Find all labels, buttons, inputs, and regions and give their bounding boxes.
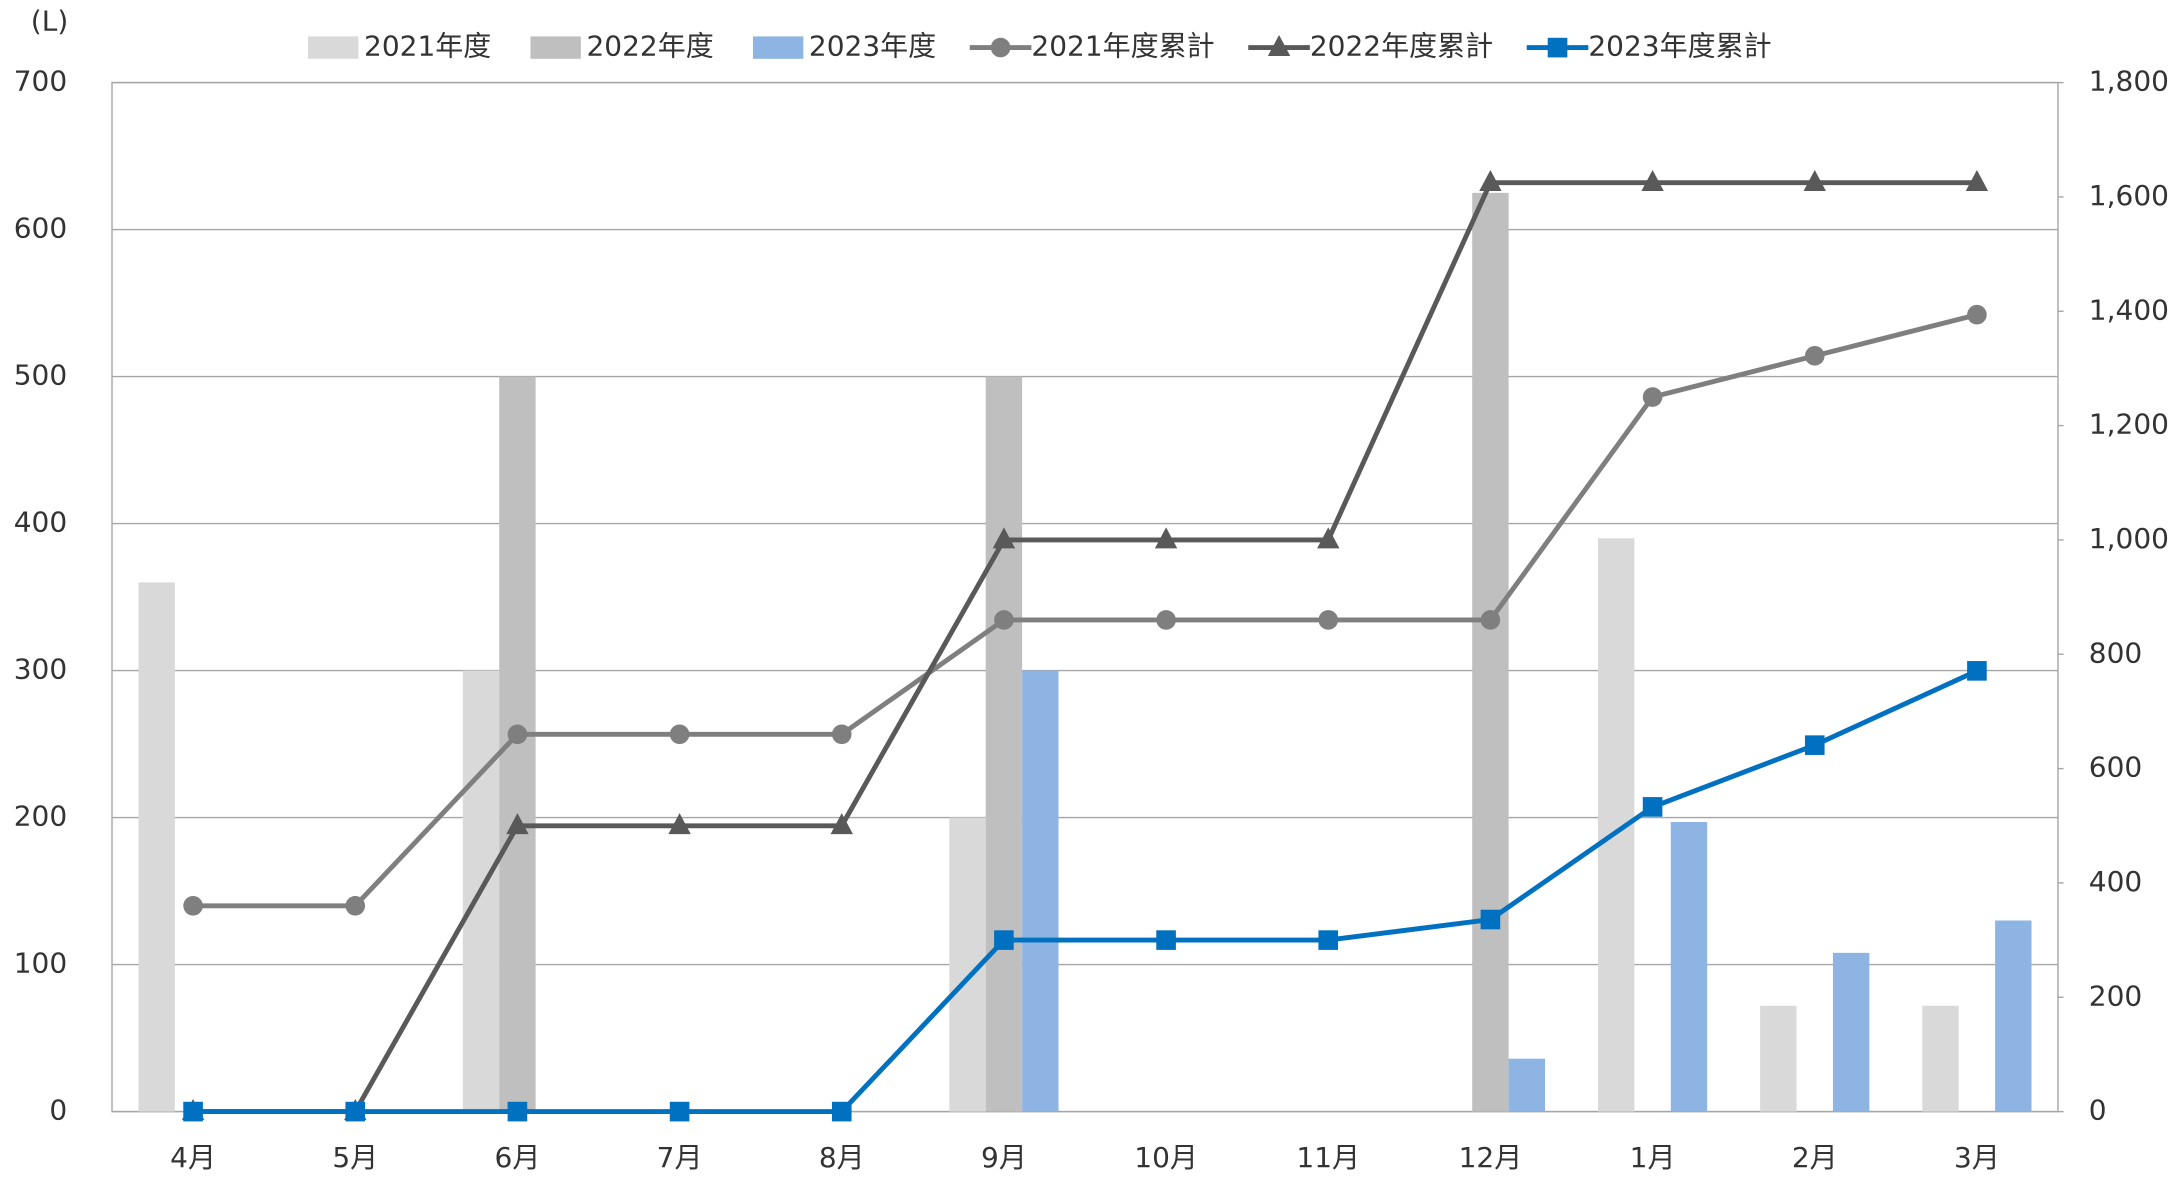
- y-tick-label: 300: [14, 653, 67, 686]
- x-tick-label: 8月: [819, 1141, 865, 1174]
- y2-tick-label: 200: [2089, 979, 2142, 1012]
- marker: [1967, 661, 1987, 681]
- marker: [507, 1101, 528, 1122]
- marker: [831, 1101, 852, 1122]
- marker: [994, 930, 1014, 950]
- legend-swatch: [530, 36, 581, 59]
- x-tick-label: 5月: [332, 1141, 378, 1174]
- line: [193, 668, 1978, 1115]
- x-tick-label: 9月: [981, 1141, 1027, 1174]
- marker: [1267, 35, 1291, 56]
- marker: [1803, 170, 1826, 192]
- legend-swatch: [752, 36, 804, 59]
- marker: [1317, 527, 1340, 549]
- marker: [1547, 37, 1568, 58]
- marker: [1965, 170, 1989, 192]
- y-axis-label: (L): [31, 4, 68, 37]
- y2-tick-label: 1,400: [2089, 293, 2169, 326]
- marker: [831, 724, 852, 745]
- line: [193, 180, 1977, 1115]
- legend-swatch: [308, 36, 359, 59]
- x-tick-label: 4月: [170, 1141, 216, 1174]
- line: [193, 312, 1978, 909]
- x-tick-label: 10月: [1134, 1141, 1198, 1174]
- marker: [1642, 797, 1663, 817]
- x-tick-label: 1月: [1630, 1141, 1676, 1174]
- y-tick-label: 0: [49, 1094, 67, 1127]
- legend-label: 2021年度累計: [1031, 30, 1214, 63]
- y-tick-label: 200: [14, 800, 67, 833]
- y2-tick-label: 1,600: [2089, 179, 2169, 212]
- marker: [345, 896, 366, 916]
- bar: [1832, 952, 1870, 1112]
- x-tick-label: 3月: [1954, 1141, 2000, 1174]
- y-tick-label: 500: [14, 359, 67, 392]
- marker: [1967, 304, 1987, 325]
- legend-label: 2022年度: [586, 30, 713, 63]
- marker: [1804, 735, 1825, 755]
- y2-tick-label: 1,200: [2089, 408, 2169, 441]
- y-tick-label: 100: [14, 947, 67, 980]
- x-tick-label: 7月: [657, 1141, 703, 1174]
- bar: [1670, 822, 1708, 1112]
- marker: [1641, 170, 1664, 192]
- bar: [138, 582, 175, 1112]
- y2-tick-label: 800: [2089, 636, 2142, 669]
- marker: [830, 813, 853, 835]
- legend-label: 2023年度累計: [1588, 30, 1771, 63]
- marker: [1156, 930, 1176, 950]
- bar: [1995, 920, 2032, 1112]
- y2-tick-label: 1,000: [2089, 522, 2169, 555]
- marker: [183, 896, 203, 916]
- marker: [345, 1101, 366, 1122]
- marker: [994, 610, 1014, 630]
- bar: [1472, 192, 1509, 1112]
- marker: [668, 813, 691, 835]
- y2-tick-label: 0: [2089, 1094, 2107, 1127]
- marker: [1156, 610, 1176, 630]
- marker: [1318, 610, 1339, 630]
- marker: [1318, 930, 1339, 950]
- legend-label: 2023年度: [809, 30, 936, 63]
- marker: [990, 37, 1011, 58]
- y2-tick-label: 400: [2089, 865, 2142, 898]
- x-tick-label: 6月: [495, 1141, 541, 1174]
- bar: [1922, 1005, 1959, 1112]
- bar: [985, 376, 1023, 1112]
- marker: [1480, 909, 1501, 930]
- x-tick-label: 11月: [1296, 1141, 1360, 1174]
- y-tick-label: 400: [14, 506, 67, 539]
- y2-tick-label: 1,800: [2089, 65, 2169, 98]
- plot-frame: [111, 81, 2059, 1113]
- marker: [183, 1101, 203, 1122]
- x-tick-label: 2月: [1792, 1141, 1838, 1174]
- bar: [1022, 670, 1059, 1112]
- marker: [669, 1101, 690, 1122]
- y-tick-label: 600: [14, 212, 67, 245]
- marker: [506, 813, 529, 835]
- marker: [1154, 527, 1178, 549]
- bar: [1760, 1005, 1797, 1112]
- bar: [1508, 1058, 1546, 1112]
- y2-tick-label: 600: [2089, 751, 2142, 784]
- legend-label: 2021年度: [364, 30, 491, 63]
- marker: [1480, 610, 1501, 630]
- marker: [992, 527, 1016, 549]
- marker: [1804, 346, 1825, 366]
- marker: [1642, 387, 1663, 407]
- marker: [1479, 170, 1502, 192]
- marker: [669, 724, 690, 745]
- y-tick-label: 700: [14, 65, 67, 98]
- legend-label: 2022年度累計: [1310, 30, 1493, 63]
- x-tick-label: 12月: [1459, 1141, 1523, 1174]
- marker: [507, 724, 528, 745]
